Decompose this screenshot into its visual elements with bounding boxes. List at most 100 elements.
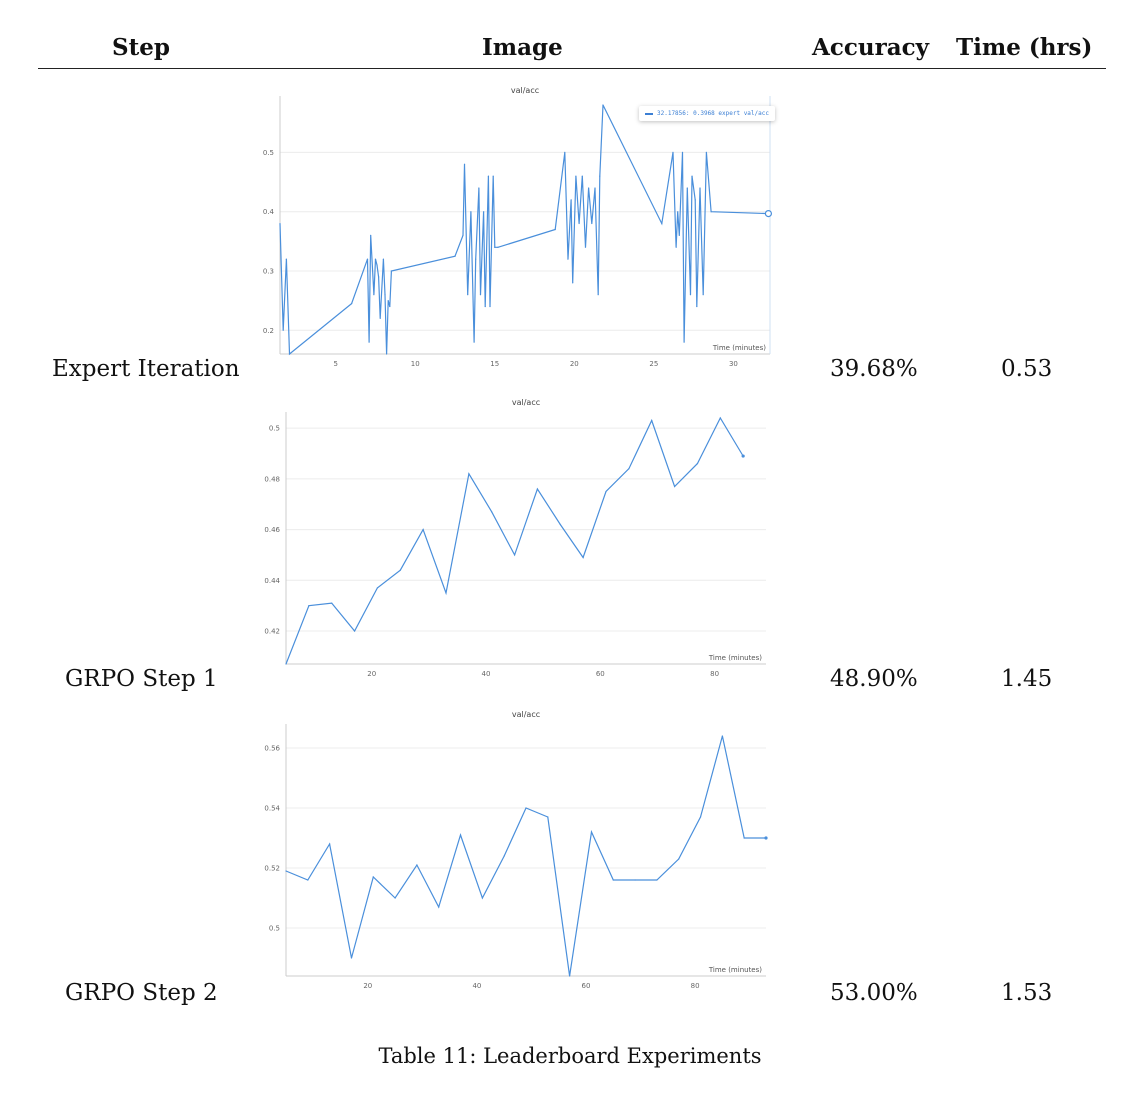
data-point (581, 175, 583, 177)
data-point (459, 834, 462, 836)
chart-legend: 32.17856: 0.3968 expert val/acc (639, 106, 775, 121)
data-point (285, 870, 287, 872)
x-axis-label: Time (minutes) (708, 966, 762, 974)
x-tick-label: 40 (472, 982, 481, 990)
data-point (673, 485, 676, 488)
x-tick-label: 40 (482, 670, 491, 678)
data-point (513, 554, 516, 556)
chart-grpo-step-2: 0.5 0.52 0.54 0.56 20 40 60 80 val/acc Time (minu… (250, 708, 780, 998)
series-line (285, 416, 744, 665)
data-point (285, 258, 287, 260)
data-point (575, 175, 577, 177)
data-point (719, 417, 721, 419)
data-point (536, 488, 539, 490)
x-tick-label: 60 (582, 982, 591, 990)
data-point (494, 246, 496, 248)
data-point (675, 246, 677, 248)
data-point (372, 876, 374, 878)
data-point (489, 305, 491, 308)
data-point (467, 294, 469, 296)
data-point (699, 816, 702, 818)
data-point (721, 735, 723, 737)
data-point (710, 211, 712, 213)
data-point (686, 187, 688, 189)
series-line (285, 735, 766, 977)
x-tick-label: 80 (691, 982, 700, 990)
y-tick-label: 0.54 (264, 805, 280, 813)
data-point (503, 855, 505, 857)
data-point (699, 187, 701, 189)
header-time: Time (hrs) (956, 34, 1093, 61)
row-2-accuracy: 48.90% (830, 666, 918, 692)
data-point (569, 975, 571, 977)
data-point (350, 957, 353, 959)
data-point (547, 816, 549, 818)
data-point (597, 294, 599, 296)
x-tick-label: 25 (649, 360, 658, 368)
data-point (390, 270, 392, 272)
data-point (478, 187, 480, 189)
y-tick-label: 0.56 (264, 745, 280, 753)
data-point (387, 300, 389, 302)
data-point (462, 234, 464, 237)
data-point (628, 468, 630, 470)
data-point (689, 294, 692, 296)
data-point (605, 490, 607, 493)
y-tick-label: 0.5 (263, 149, 274, 157)
data-point (705, 151, 707, 153)
data-point (416, 864, 418, 866)
data-point (694, 199, 696, 201)
data-point (497, 246, 499, 248)
row-3-step: GRPO Step 2 (65, 980, 218, 1006)
data-point (374, 258, 377, 260)
data-point (572, 282, 574, 284)
data-point (282, 329, 284, 331)
chart-svg: 0.5 0.52 0.54 0.56 20 40 60 80 val/acc Time (minu… (264, 710, 768, 990)
data-point (350, 303, 353, 305)
data-point (329, 843, 331, 845)
data-point (353, 630, 356, 632)
x-tick-label: 20 (570, 360, 579, 368)
data-point (678, 858, 680, 860)
data-point (602, 104, 604, 106)
data-point (492, 175, 494, 177)
data-point (422, 528, 424, 531)
data-point (385, 353, 388, 355)
data-point (394, 897, 396, 899)
row-3-accuracy: 53.00% (830, 980, 918, 1006)
end-marker (764, 836, 768, 840)
data-point (438, 906, 440, 908)
y-tick-label: 0.2 (263, 327, 274, 335)
x-tick-label: 15 (490, 360, 499, 368)
data-point (399, 569, 401, 571)
data-point (584, 246, 587, 248)
chart-title: val/acc (511, 86, 539, 95)
data-point (463, 163, 466, 165)
x-tick-label: 10 (411, 360, 420, 368)
data-point (677, 211, 679, 213)
y-tick-label: 0.5 (269, 925, 280, 933)
data-point (594, 187, 596, 189)
data-point (384, 294, 386, 296)
data-point (743, 837, 745, 839)
row-2-time: 1.45 (1001, 666, 1053, 692)
data-point (525, 807, 527, 809)
data-point (582, 556, 584, 559)
header-image: Image (482, 34, 563, 61)
x-tick-label: 60 (596, 670, 605, 678)
legend-swatch (645, 112, 653, 115)
x-axis-label: Time (minutes) (708, 654, 762, 662)
data-point (564, 151, 566, 153)
hover-marker (764, 209, 773, 218)
data-point (378, 276, 380, 278)
end-marker (741, 454, 745, 458)
data-point (634, 879, 636, 881)
x-tick-label: 5 (333, 360, 337, 368)
data-point (370, 234, 372, 237)
data-point (479, 294, 482, 296)
data-point (368, 341, 370, 343)
x-tick-label: 30 (729, 360, 738, 368)
chart-title: val/acc (512, 398, 540, 407)
data-point (389, 305, 391, 308)
data-point (491, 511, 493, 513)
